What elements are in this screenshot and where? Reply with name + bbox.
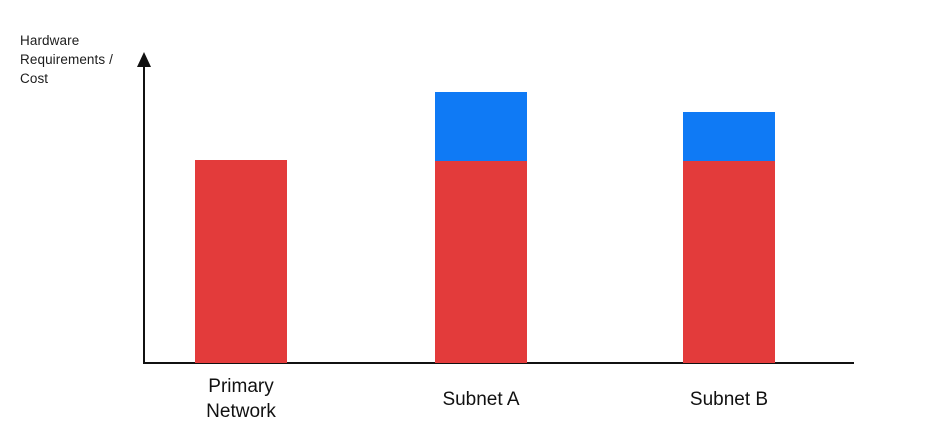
red-base-segment — [195, 160, 287, 363]
y-axis-arrowhead-icon — [136, 52, 151, 67]
red-base-segment — [435, 161, 527, 363]
y-axis-line — [142, 62, 146, 364]
category-label-subnet-b: Subnet B — [689, 388, 769, 410]
bar — [683, 112, 775, 363]
blue-top-segment — [683, 112, 775, 161]
bar — [435, 92, 527, 363]
bar — [195, 160, 287, 363]
red-base-segment — [683, 161, 775, 363]
category-label-subnet-a: Subnet A — [442, 388, 520, 410]
y-axis-label: Hardware Requirements / Cost — [20, 33, 113, 86]
category-label-primary-network: Primary Network — [206, 376, 276, 422]
blue-top-segment — [435, 92, 527, 161]
